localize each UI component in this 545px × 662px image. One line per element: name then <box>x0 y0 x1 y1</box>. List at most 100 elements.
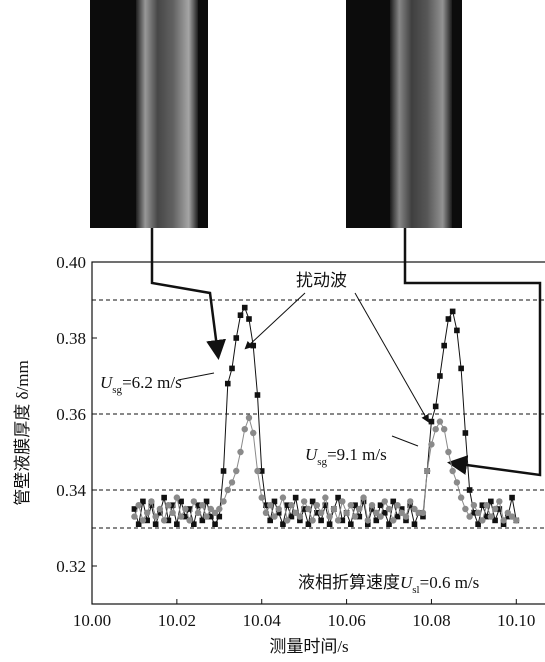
data-point <box>331 506 337 512</box>
data-point <box>441 343 447 349</box>
photo-link-left <box>152 228 218 355</box>
data-point <box>412 521 418 527</box>
data-point <box>182 506 188 512</box>
data-point <box>271 513 277 519</box>
data-point <box>238 312 244 318</box>
x-tick-label: 10.06 <box>327 611 365 630</box>
y-tick-label: 0.34 <box>56 481 86 500</box>
x-axis-label: 测量时间/s <box>269 637 348 656</box>
condition-note: 液相折算速度Usl=0.6 m/s <box>298 573 479 596</box>
data-point <box>360 494 366 500</box>
data-point <box>153 521 159 527</box>
data-point <box>288 502 294 508</box>
data-point <box>432 426 438 432</box>
data-point <box>250 430 256 436</box>
data-point <box>254 468 260 474</box>
annotation: 扰动波 <box>296 271 347 290</box>
data-point <box>382 498 388 504</box>
data-point <box>471 502 477 508</box>
data-point <box>348 502 354 508</box>
data-point <box>216 506 222 512</box>
data-point <box>513 517 519 523</box>
data-point <box>280 494 286 500</box>
data-point <box>225 487 231 493</box>
photo-left <box>90 0 208 228</box>
data-point <box>220 498 226 504</box>
data-point <box>318 518 324 524</box>
data-point <box>437 418 443 424</box>
data-point <box>165 502 171 508</box>
data-point <box>221 468 227 474</box>
data-point <box>242 426 248 432</box>
y-tick-label: 0.40 <box>56 253 86 272</box>
annotation-text: =0.6 m/s <box>420 573 480 592</box>
data-point <box>284 517 290 523</box>
annotation-subscript: sg <box>317 456 327 468</box>
data-point <box>339 498 345 504</box>
data-point <box>246 415 252 421</box>
data-point <box>327 521 333 527</box>
data-point <box>441 426 447 432</box>
data-point <box>450 309 456 315</box>
annotation-arrow <box>178 373 214 380</box>
x-tick-label: 10.08 <box>412 611 450 630</box>
data-point <box>212 521 218 527</box>
annotation-text: =6.2 m/s <box>122 373 182 392</box>
data-point <box>233 335 239 341</box>
data-point <box>275 506 281 512</box>
data-point <box>343 510 349 516</box>
data-point <box>356 506 362 512</box>
data-point <box>229 366 235 372</box>
data-point <box>263 510 269 516</box>
y-tick-label: 0.38 <box>56 329 86 348</box>
data-point <box>131 513 137 519</box>
data-point <box>424 468 430 474</box>
data-point <box>246 316 252 322</box>
data-point <box>463 430 469 436</box>
data-point <box>161 517 167 523</box>
data-point <box>199 502 205 508</box>
data-point <box>428 441 434 447</box>
data-point <box>386 506 392 512</box>
data-point <box>446 316 452 322</box>
data-point <box>483 502 489 508</box>
data-point <box>479 517 485 523</box>
data-point <box>305 506 311 512</box>
annotation-subscript: sg <box>112 384 122 396</box>
data-point <box>174 521 180 527</box>
data-point <box>186 517 192 523</box>
annotation-arrow <box>392 436 418 446</box>
series-annotation: Usg=9.1 m/s <box>305 445 387 468</box>
data-point <box>267 502 273 508</box>
data-point <box>335 517 341 523</box>
x-tick-label: 10.02 <box>158 611 196 630</box>
data-point <box>229 479 235 485</box>
data-point <box>458 494 464 500</box>
data-point <box>458 366 464 372</box>
data-point <box>352 513 358 519</box>
data-point <box>466 513 472 519</box>
data-point <box>161 495 167 501</box>
data-point <box>322 494 328 500</box>
data-point <box>462 506 468 512</box>
data-point <box>407 498 413 504</box>
data-point <box>326 513 332 519</box>
series-annotation: Usg=6.2 m/s <box>100 373 182 396</box>
data-point <box>309 517 315 523</box>
data-point <box>195 510 201 516</box>
data-point <box>509 495 515 501</box>
data-point <box>237 449 243 455</box>
data-point <box>377 513 383 519</box>
annotation-subscript: sl <box>412 584 419 596</box>
data-point <box>492 506 498 512</box>
data-point <box>488 513 494 519</box>
data-point <box>144 510 150 516</box>
data-point <box>301 498 307 504</box>
data-point <box>365 517 371 523</box>
data-point <box>500 517 506 523</box>
data-point <box>140 517 146 523</box>
data-point <box>437 373 443 379</box>
data-point <box>454 479 460 485</box>
data-point <box>429 419 435 425</box>
y-tick-label: 0.32 <box>56 557 86 576</box>
